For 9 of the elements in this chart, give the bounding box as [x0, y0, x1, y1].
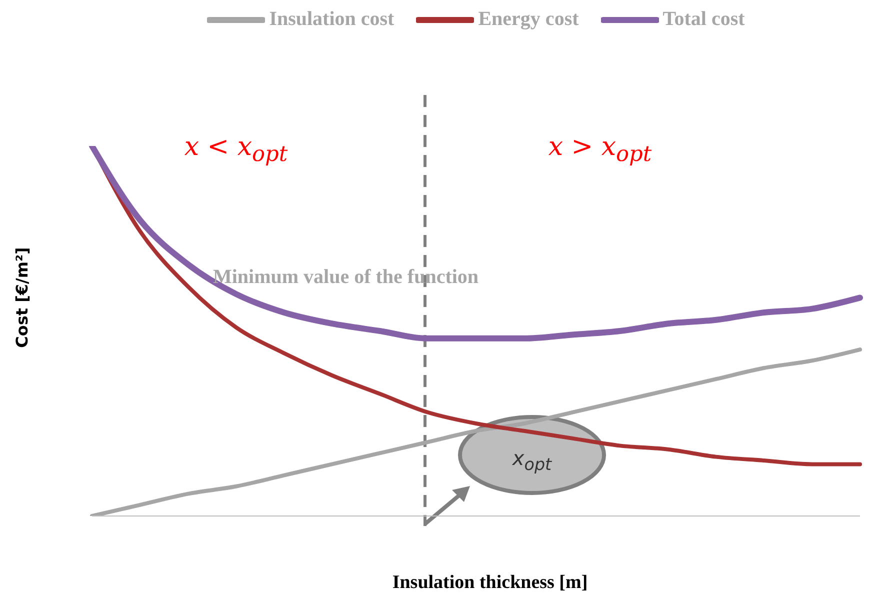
- legend-label: Energy cost: [478, 8, 579, 31]
- y-axis-title: Cost [€/m²]: [12, 247, 32, 348]
- annotation: x < x$_{opt}$: [184, 132, 288, 168]
- legend-label: Insulation cost: [269, 8, 394, 31]
- annotation: x$_{opt}$: [512, 446, 552, 474]
- annotation: Minimum value of the function: [213, 266, 479, 289]
- legend-label: Total cost: [662, 8, 745, 31]
- annotation: x > x$_{opt}$: [548, 132, 652, 168]
- x-axis-title: Insulation thickness [m]: [392, 572, 588, 594]
